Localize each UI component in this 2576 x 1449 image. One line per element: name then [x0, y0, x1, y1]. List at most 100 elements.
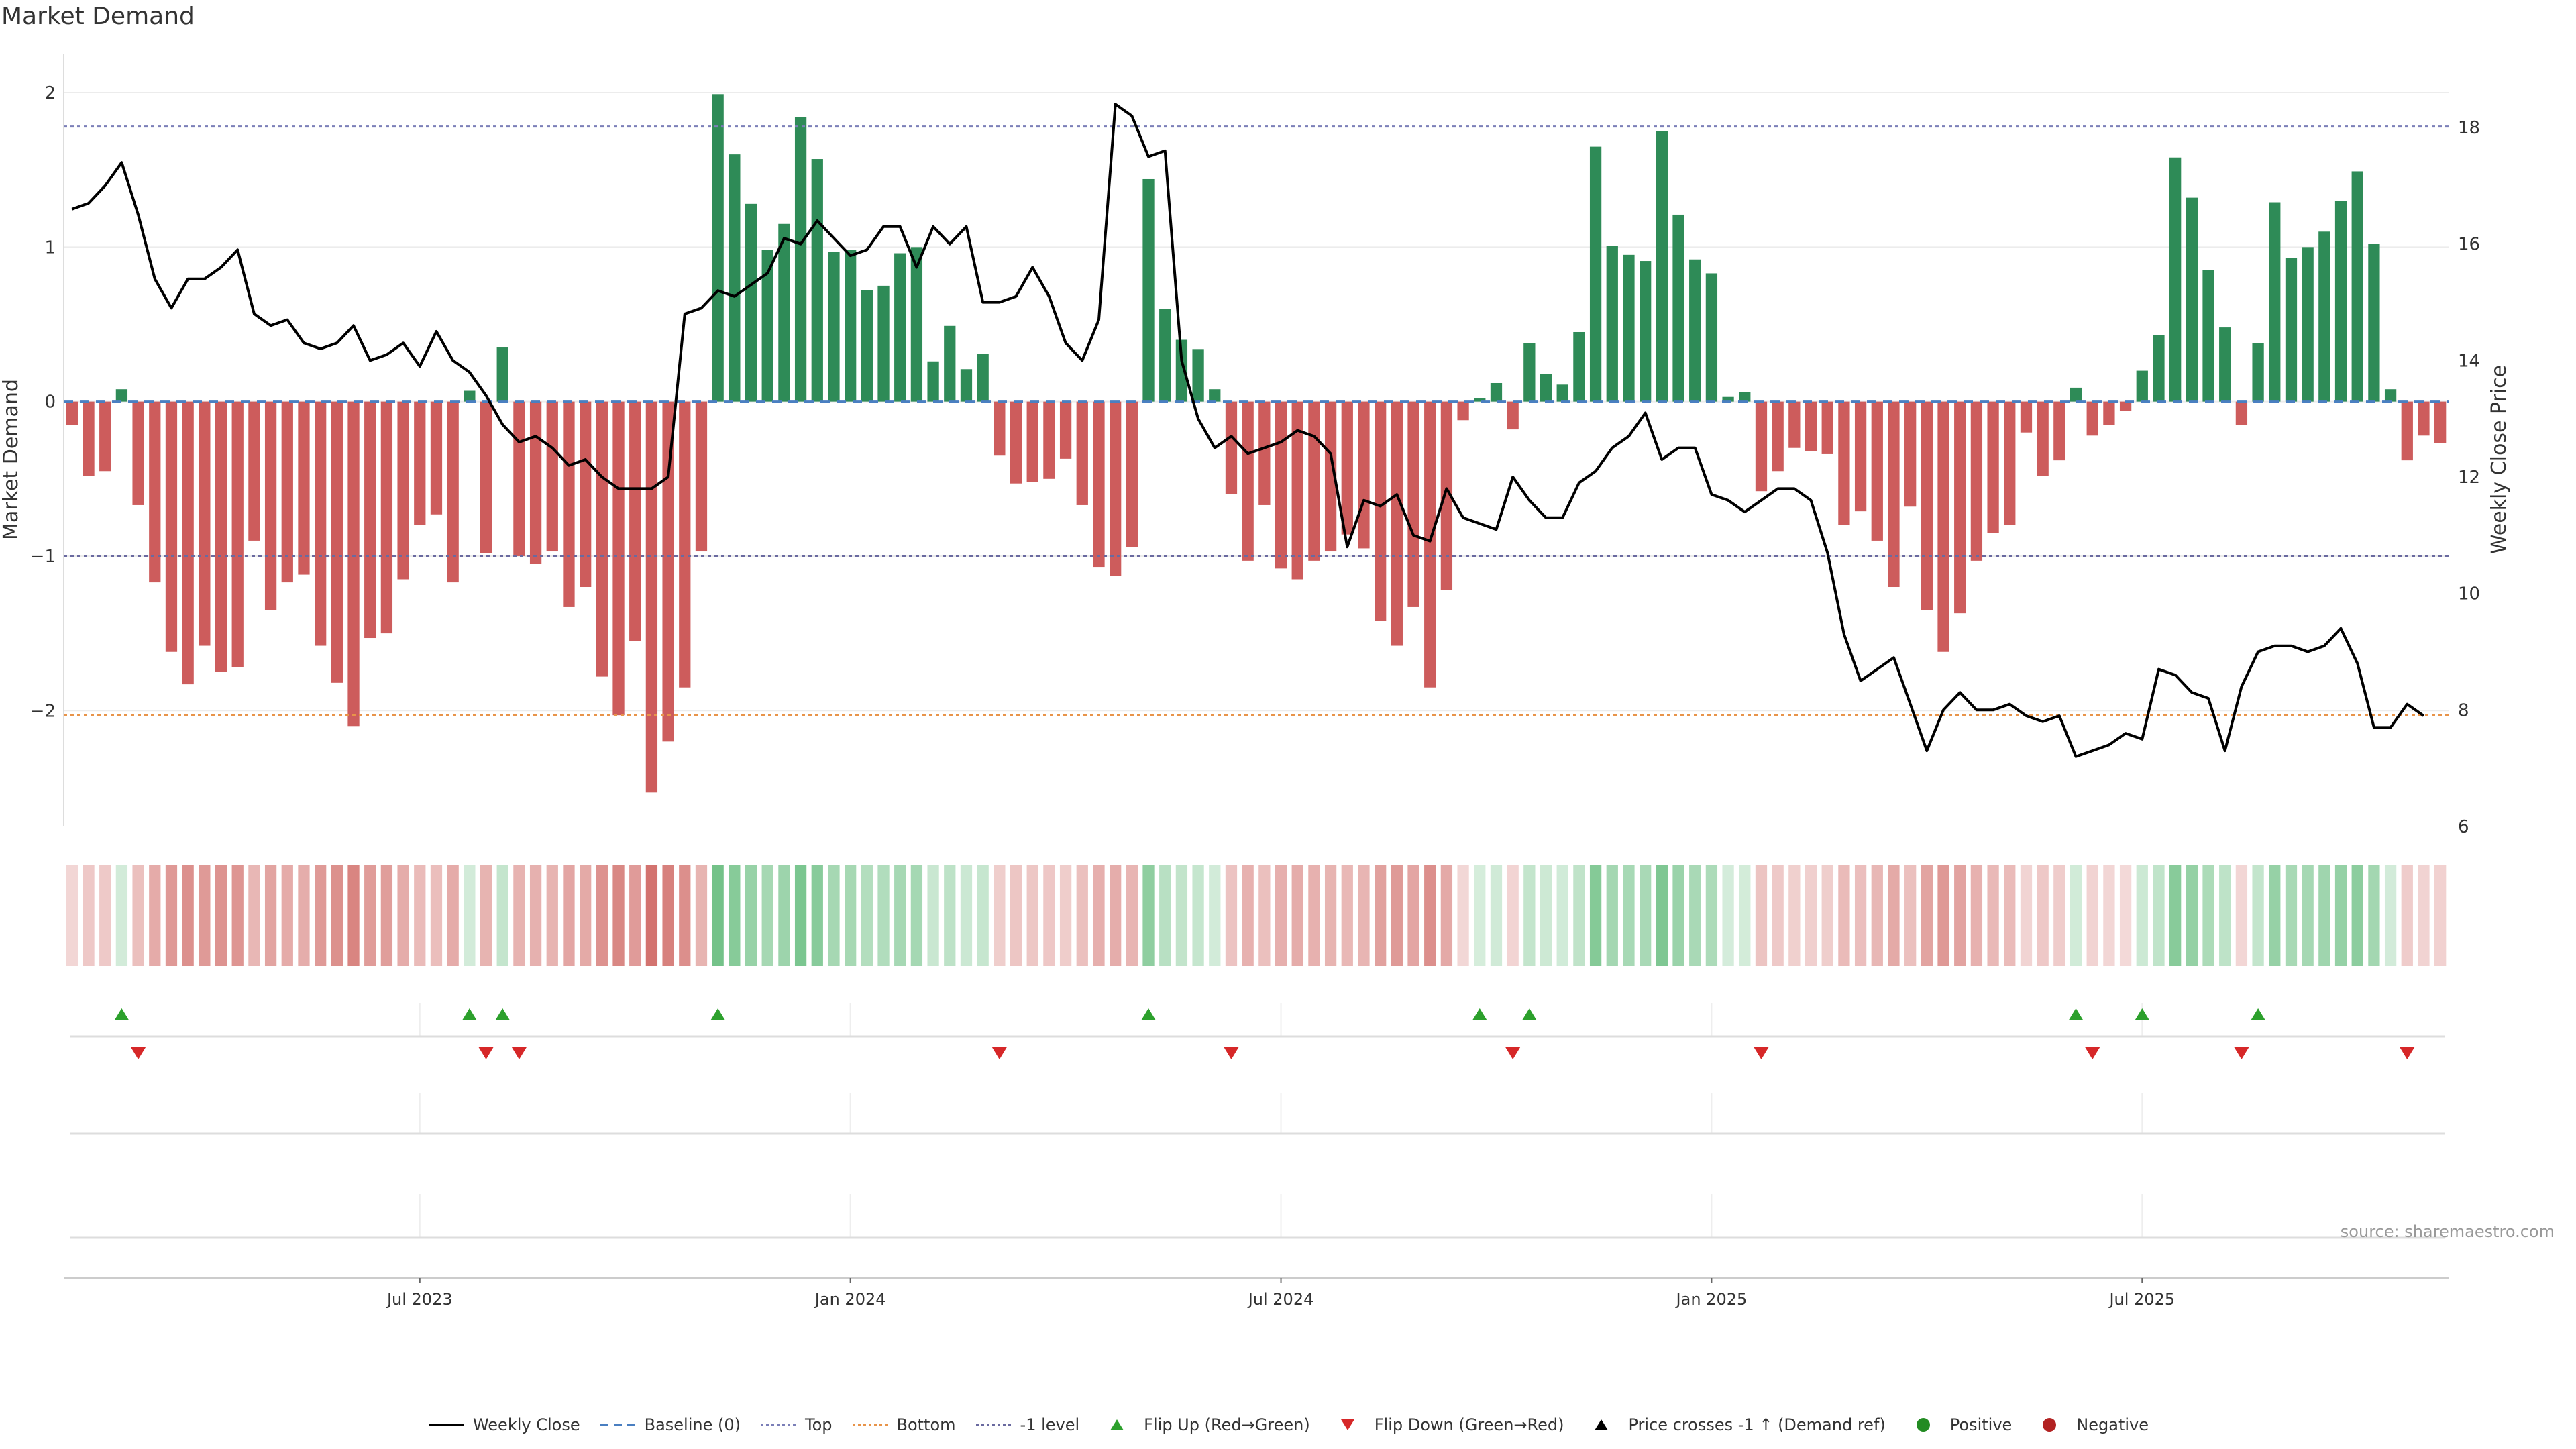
heat-cell	[464, 865, 476, 966]
heat-cell	[1640, 865, 1652, 966]
demand-bar	[811, 159, 823, 402]
heat-cell	[2086, 865, 2098, 966]
demand-bar	[1589, 146, 1602, 402]
flip-down-marker	[131, 1047, 146, 1059]
demand-bar	[315, 401, 327, 646]
legend-item: Flip Up (Red→Green)	[1098, 1415, 1310, 1434]
demand-bar	[1209, 389, 1221, 402]
demand-bar	[2384, 389, 2397, 402]
demand-bar	[1507, 401, 1519, 430]
heat-cell	[994, 865, 1006, 966]
heat-cell	[712, 865, 724, 966]
heat-cell	[414, 865, 426, 966]
demand-bar	[2004, 401, 2016, 525]
heat-cell	[1275, 865, 1287, 966]
heat-cell	[1110, 865, 1122, 966]
heat-cell	[1606, 865, 1618, 966]
heat-cell	[612, 865, 625, 966]
demand-bar	[1871, 401, 1883, 541]
demand-bar	[1888, 401, 1900, 588]
demand-bar	[729, 154, 741, 402]
heat-cell	[1358, 865, 1370, 966]
heat-cell	[281, 865, 293, 966]
demand-bar	[894, 253, 906, 402]
legend: Weekly Close Baseline (0) Top Bottom -1 leve…	[0, 1415, 2576, 1434]
demand-bar	[1275, 401, 1287, 569]
heat-cell	[2401, 865, 2413, 966]
demand-bar	[331, 401, 343, 683]
legend-item: Baseline (0)	[599, 1415, 741, 1434]
heat-cell	[2418, 865, 2430, 966]
demand-bar	[2219, 327, 2231, 402]
demand-bar	[480, 401, 492, 553]
heat-cell	[1705, 865, 1718, 966]
heat-cell	[2053, 865, 2065, 966]
heat-cell	[828, 865, 840, 966]
heat-cell	[397, 865, 409, 966]
demand-bar	[1573, 331, 1585, 402]
demand-bar	[1076, 401, 1088, 505]
demand-bar	[414, 401, 426, 525]
heat-cell	[496, 865, 508, 966]
heat-cell	[1755, 865, 1768, 966]
heat-cell	[83, 865, 95, 966]
right-tick-label: 14	[2458, 351, 2480, 371]
right-tick-label: 10	[2458, 584, 2480, 604]
flip-up-marker	[1141, 1008, 1157, 1020]
heat-cell	[794, 865, 807, 966]
demand-bar	[2302, 247, 2314, 402]
demand-bar	[596, 401, 608, 677]
demand-bar	[364, 401, 376, 639]
legend-symbol-triangle-up-black	[1595, 1419, 1609, 1430]
demand-bar	[1623, 254, 1635, 402]
heat-cell	[199, 865, 211, 966]
demand-bar	[2136, 370, 2148, 402]
demand-bar	[1175, 339, 1188, 402]
flip-up-marker	[2068, 1008, 2084, 1020]
demand-bar	[281, 401, 293, 583]
heat-cell	[1573, 865, 1585, 966]
demand-bar	[1059, 401, 1072, 459]
demand-bar	[563, 401, 575, 607]
heat-cell	[2153, 865, 2165, 966]
heat-cell	[1192, 865, 1204, 966]
heat-cell	[1523, 865, 1536, 966]
demand-bar	[761, 250, 773, 402]
demand-bar	[1159, 309, 1171, 402]
heat-cell	[1324, 865, 1337, 966]
heat-cell	[2368, 865, 2380, 966]
demand-bar	[778, 223, 790, 402]
legend-item: -1 level	[975, 1415, 1079, 1434]
heat-cell	[645, 865, 658, 966]
heat-cell	[1242, 865, 1254, 966]
demand-bar	[132, 401, 144, 505]
legend-symbol-line-dotted-orange	[852, 1424, 888, 1426]
flip-down-marker	[2085, 1047, 2100, 1059]
heat-cell	[447, 865, 459, 966]
heat-cell	[1507, 865, 1519, 966]
heat-cell	[596, 865, 608, 966]
heat-cell	[811, 865, 823, 966]
flip-up-marker	[710, 1008, 726, 1020]
heat-cell	[1838, 865, 1850, 966]
heat-cell	[99, 865, 111, 966]
heat-cell	[182, 865, 194, 966]
heat-cell	[1391, 865, 1403, 966]
demand-bar	[2418, 401, 2430, 436]
demand-bar	[2252, 343, 2264, 402]
demand-bar	[2103, 401, 2115, 425]
demand-bar	[2020, 401, 2033, 433]
heat-cell	[944, 865, 956, 966]
heat-cell	[1556, 865, 1568, 966]
legend-label: Positive	[1949, 1415, 2012, 1434]
left-tick-label: −1	[30, 547, 56, 567]
heat-cell	[430, 865, 443, 966]
demand-bar	[199, 401, 211, 646]
legend-symbol-triangle-up-green	[1110, 1419, 1124, 1430]
heat-cell	[960, 865, 973, 966]
demand-bar	[149, 401, 161, 583]
legend-symbol-line-dotted-blue	[761, 1424, 796, 1426]
legend-label: Negative	[2076, 1415, 2149, 1434]
demand-bar	[66, 401, 78, 425]
